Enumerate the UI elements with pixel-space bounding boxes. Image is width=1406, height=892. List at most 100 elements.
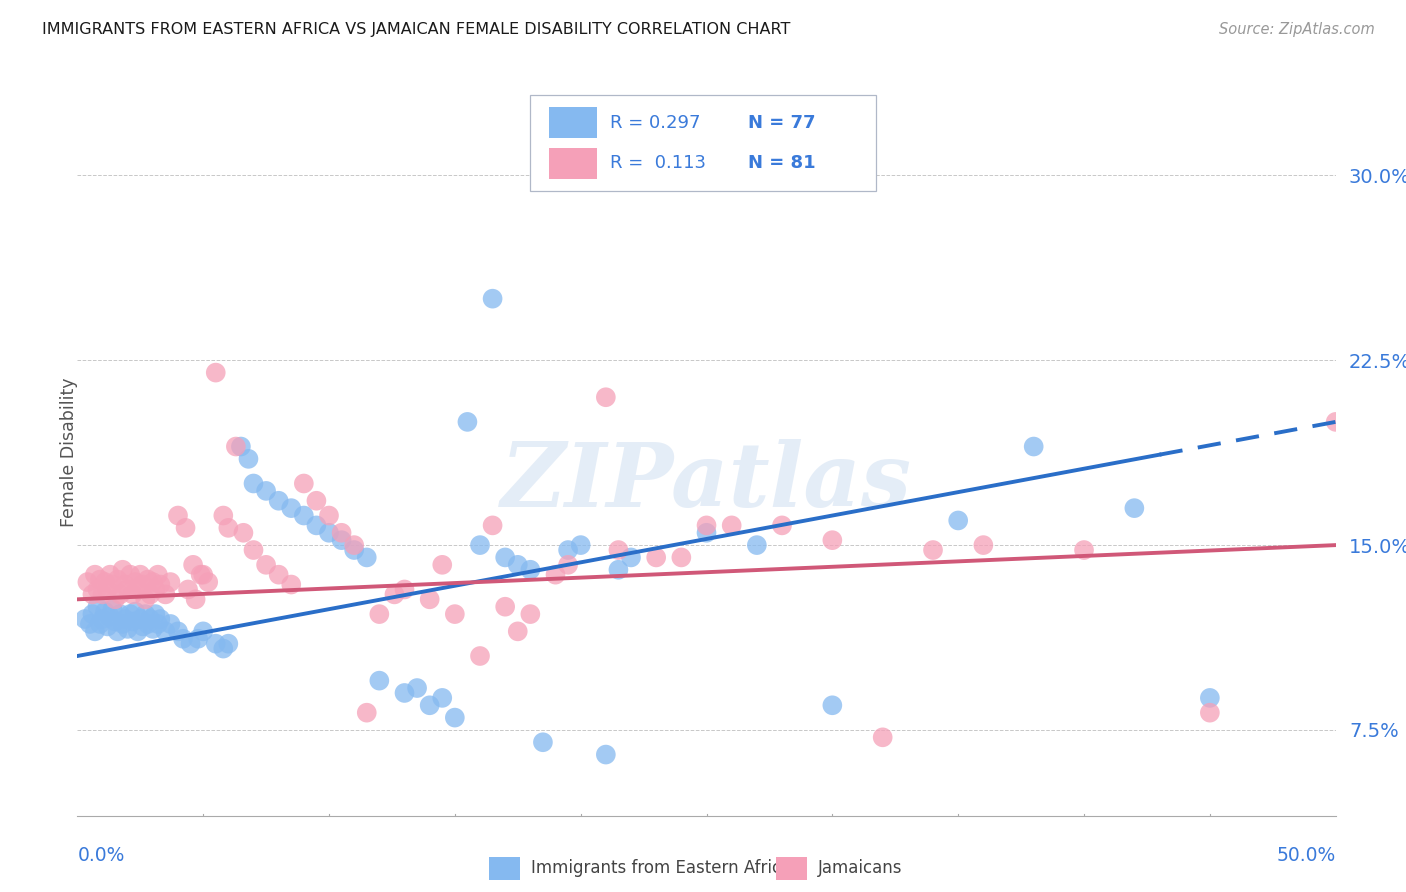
Point [121,587,143,601]
Text: N = 81: N = 81 [748,154,815,172]
Point [229,440,252,454]
Point [89,617,111,632]
Point [180,637,202,651]
Point [481,518,503,533]
Point [232,525,254,540]
Text: 0.0%: 0.0% [77,846,125,864]
Bar [550,148,598,178]
Point [172,632,194,646]
Point [595,747,617,762]
Point [120,567,142,582]
Point [124,605,146,619]
Point [444,710,467,724]
Point [94,605,117,619]
Point [197,575,219,590]
Point [318,508,340,523]
Text: Jamaicans: Jamaicans [818,859,903,878]
Point [146,617,169,632]
Point [519,607,541,621]
Point [187,632,209,646]
Y-axis label: Female Disability: Female Disability [60,378,77,527]
Point [419,698,441,713]
Point [419,592,441,607]
Point [356,550,378,565]
Point [142,575,165,590]
Point [242,476,264,491]
Point [139,612,162,626]
Point [101,577,124,591]
Point [167,624,190,639]
Point [217,637,239,651]
Point [745,538,768,552]
Text: R =  0.113: R = 0.113 [610,154,706,172]
Point [544,567,567,582]
Point [91,612,114,626]
Point [104,592,127,607]
Point [190,567,212,582]
Point [159,575,181,590]
Point [225,440,247,454]
Text: 50.0%: 50.0% [1277,846,1336,864]
Point [98,567,121,582]
Point [204,637,226,651]
FancyBboxPatch shape [530,95,876,191]
Point [143,582,166,597]
Point [114,577,136,591]
Point [212,641,235,656]
Point [181,558,204,572]
Point [494,550,516,565]
Point [84,624,107,639]
Point [305,518,328,533]
Point [770,518,793,533]
Point [149,577,172,591]
Point [136,573,159,587]
Point [1198,706,1220,720]
Point [107,573,129,587]
Point [73,612,96,626]
Point [671,550,693,565]
Point [318,525,340,540]
Point [1198,690,1220,705]
Point [557,558,579,572]
Point [191,567,215,582]
Point [506,558,529,572]
Point [696,518,718,533]
Point [117,622,139,636]
Point [136,617,159,632]
Point [124,575,146,590]
Point [330,525,353,540]
Point [149,612,172,626]
Text: IMMIGRANTS FROM EASTERN AFRICA VS JAMAICAN FEMALE DISABILITY CORRELATION CHART: IMMIGRANTS FROM EASTERN AFRICA VS JAMAIC… [42,22,790,37]
Point [519,563,541,577]
Point [129,567,152,582]
Point [98,609,121,624]
Point [330,533,353,548]
Point [86,582,108,597]
Point [481,292,503,306]
Point [267,567,290,582]
Text: Immigrants from Eastern Africa: Immigrants from Eastern Africa [531,859,792,878]
Point [406,681,429,695]
Point [343,543,366,558]
Point [127,624,149,639]
Point [1324,415,1347,429]
Point [96,619,118,633]
Point [645,550,668,565]
Point [79,617,101,632]
Point [82,607,104,621]
Point [607,563,630,577]
Point [1073,543,1095,558]
Text: Source: ZipAtlas.com: Source: ZipAtlas.com [1219,22,1375,37]
Point [254,558,277,572]
Point [343,538,366,552]
Point [117,582,139,597]
Point [696,525,718,540]
Point [494,599,516,614]
Point [468,538,491,552]
Point [132,619,155,633]
Point [1123,501,1146,516]
Point [242,543,264,558]
Point [356,706,378,720]
Point [280,577,302,591]
Point [595,390,617,404]
